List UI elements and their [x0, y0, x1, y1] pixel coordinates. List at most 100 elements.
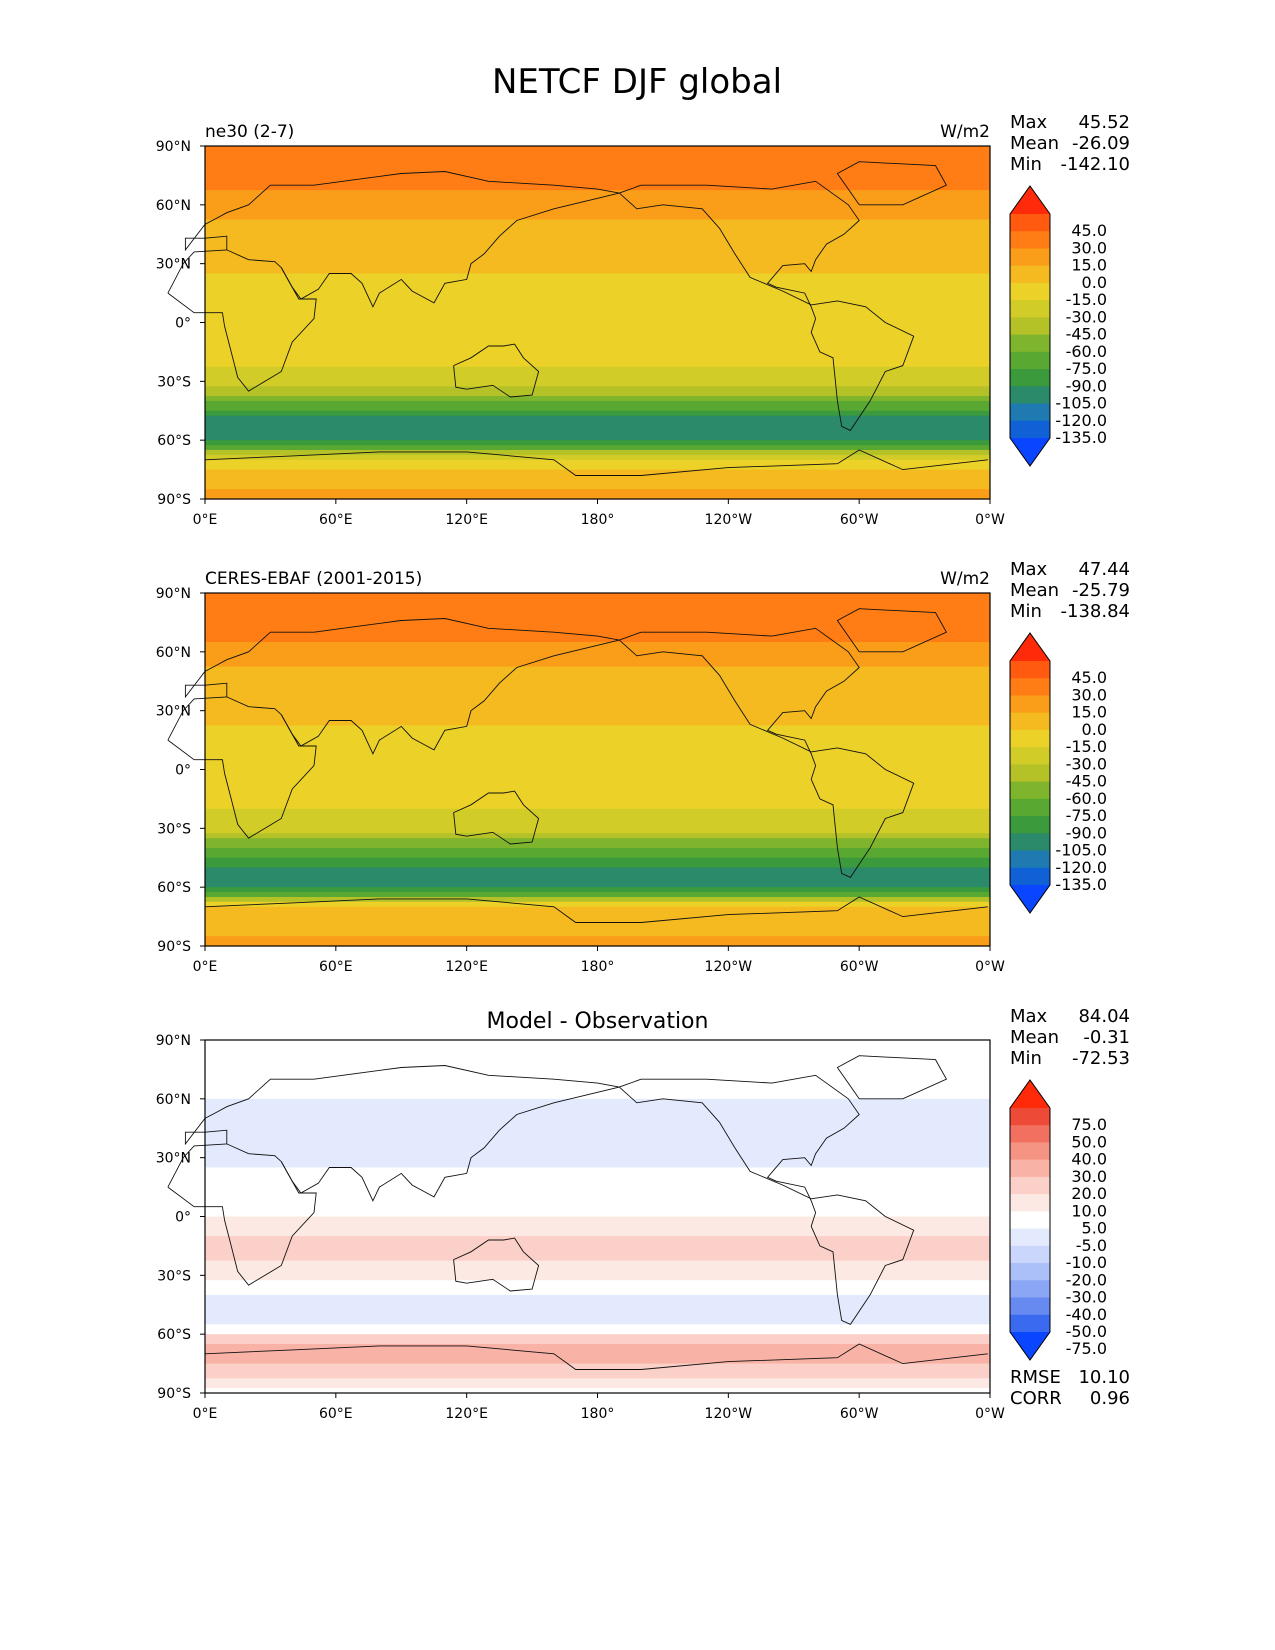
x-tick-label: 0°E — [193, 959, 218, 975]
heatmap-band — [205, 730, 990, 736]
colorbar-segment — [1010, 1211, 1050, 1230]
heatmap-band — [205, 720, 990, 726]
heatmap-band — [205, 931, 990, 937]
heatmap-band — [205, 700, 990, 707]
x-tick-label: 120°E — [445, 512, 488, 528]
heatmap-band — [205, 882, 990, 888]
stat-label: Min — [1010, 154, 1042, 175]
heatmap-band — [205, 759, 990, 766]
x-tick-label: 180° — [581, 1406, 615, 1422]
colorbar-segment — [1010, 712, 1050, 731]
y-tick-label: 90°S — [157, 1386, 191, 1402]
colorbar-segment — [1010, 300, 1050, 318]
heatmap-band — [205, 175, 990, 181]
heatmap-band — [205, 926, 990, 932]
heatmap-band — [205, 190, 990, 196]
coastline — [184, 618, 620, 755]
heatmap-band — [205, 1103, 990, 1110]
heatmap-band — [205, 185, 990, 191]
colorbar-level-label: -75.0 — [1066, 1339, 1107, 1358]
heatmap-band — [205, 219, 990, 226]
heatmap-band — [205, 1142, 990, 1149]
heatmap-band — [205, 1118, 990, 1124]
heatmap-band — [205, 371, 990, 378]
panel-units: W/m2 — [940, 122, 990, 142]
coastline — [184, 171, 620, 308]
heatmap-band — [205, 1152, 990, 1159]
coastline — [836, 1055, 948, 1100]
heatmap-band — [205, 671, 990, 677]
colorbar-segment — [1010, 1125, 1050, 1144]
heatmap-band — [205, 872, 990, 878]
heatmap-band — [205, 278, 990, 284]
colorbar-segment — [1010, 369, 1050, 387]
heatmap-band — [205, 405, 990, 412]
heatmap-band — [205, 710, 990, 717]
colorbar-level-label: -120.0 — [1055, 858, 1107, 877]
heatmap-band — [205, 312, 990, 319]
coastline — [453, 790, 540, 845]
stat-value: -72.53 — [1072, 1048, 1130, 1069]
heatmap-band — [205, 695, 990, 702]
stat-label: Mean — [1010, 133, 1059, 154]
heatmap-band — [205, 396, 990, 402]
colorbar-segment — [1010, 678, 1050, 697]
colorbar-segment — [1010, 1176, 1050, 1195]
heatmap-band — [205, 297, 990, 304]
heatmap-band — [205, 617, 990, 624]
coastline — [836, 161, 948, 206]
x-tick-label: 60°E — [319, 512, 353, 528]
heatmap-band — [205, 229, 990, 235]
colorbar-level-label: -105.0 — [1055, 841, 1107, 860]
heatmap-band — [205, 410, 990, 417]
colorbar-extend-min — [1010, 1332, 1050, 1360]
extra-stat-label: CORR — [1010, 1388, 1062, 1409]
colorbar-segment — [1010, 1314, 1050, 1333]
heatmap-band — [205, 877, 990, 883]
heatmap-band — [205, 823, 990, 829]
stat-label: Min — [1010, 601, 1042, 622]
heatmap-band — [205, 892, 990, 898]
heatmap-band — [205, 420, 990, 427]
heatmap-band — [205, 818, 990, 825]
heatmap-band — [205, 322, 990, 329]
heatmap-band — [205, 862, 990, 869]
y-tick-label: 30°S — [157, 821, 191, 837]
heatmap-band — [205, 1138, 990, 1144]
coastline — [204, 1343, 988, 1370]
colorbar-level-label: 45.0 — [1071, 221, 1107, 240]
x-tick-label: 60°E — [319, 1406, 353, 1422]
heatmap-band — [205, 691, 990, 697]
y-tick-label: 30°N — [156, 257, 191, 273]
coastline — [184, 1065, 620, 1202]
heatmap-band — [205, 1177, 990, 1183]
heatmap-band — [205, 593, 990, 599]
y-tick-label: 30°N — [156, 704, 191, 720]
heatmap-band — [205, 474, 990, 480]
coastline — [836, 608, 948, 653]
heatmap-band — [205, 160, 990, 167]
y-tick-label: 30°S — [157, 1268, 191, 1284]
heatmap-band — [205, 366, 990, 373]
colorbar-segment — [1010, 1297, 1050, 1316]
colorbar-segment — [1010, 265, 1050, 284]
heatmap-band — [205, 1339, 990, 1345]
heatmap-band — [205, 1329, 990, 1335]
colorbar-level-label: -60.0 — [1066, 342, 1107, 361]
heatmap-band — [205, 440, 990, 446]
stat-value: 45.52 — [1078, 112, 1130, 133]
heatmap-band — [205, 1309, 990, 1316]
map-panel-3: 90°N 60°N 30°N 0° 30°S 60°S 90°S0°E 60°E 120°E 18… — [156, 1006, 1130, 1422]
heatmap-band — [205, 307, 990, 314]
colorbar-segment — [1010, 781, 1050, 800]
stat-value: -0.31 — [1083, 1027, 1130, 1048]
heatmap-band — [205, 302, 990, 309]
heatmap-band — [205, 1064, 990, 1071]
colorbar-level-label: -30.0 — [1066, 754, 1107, 773]
heatmap-band — [205, 646, 990, 653]
heatmap-band — [205, 1231, 990, 1237]
heatmap-band — [205, 1319, 990, 1325]
heatmap-band — [205, 774, 990, 780]
colorbar-segment — [1010, 1142, 1050, 1161]
